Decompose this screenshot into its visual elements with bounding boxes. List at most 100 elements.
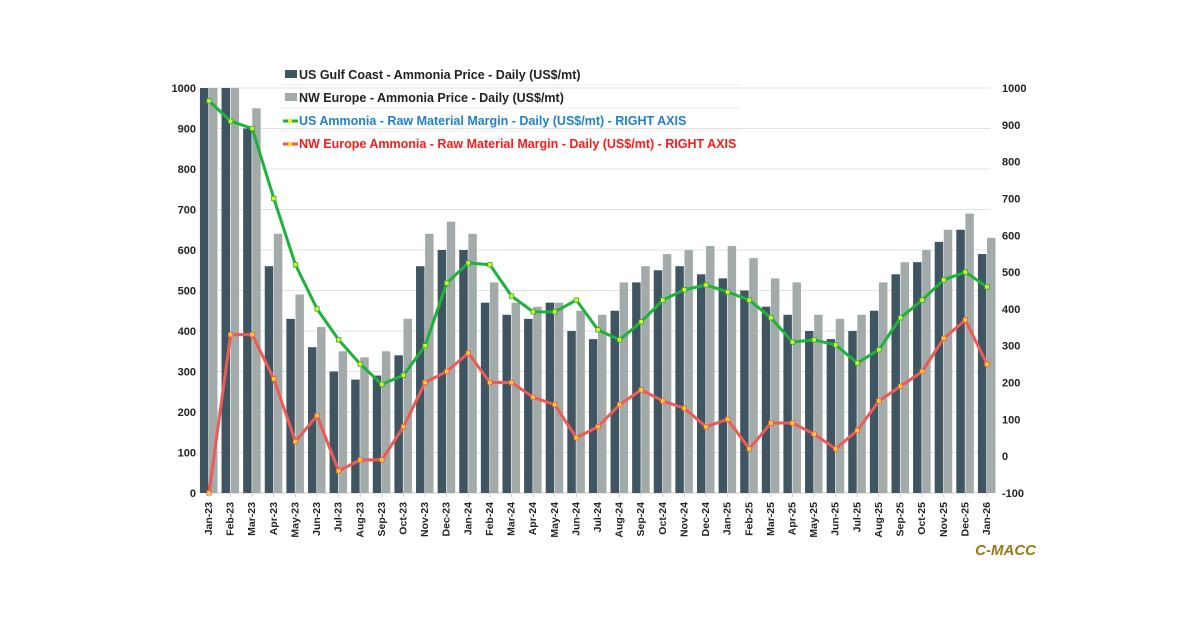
x-tick-label: Dec-24 — [700, 502, 712, 537]
us-gulf-price-bar — [632, 282, 641, 493]
us-gulf-price-bar — [545, 302, 555, 493]
nw-europe-price-bar — [770, 278, 780, 493]
nw-europe-margin-point — [681, 405, 688, 411]
us-margin-point — [703, 282, 709, 288]
x-tick-label: Dec-25 — [959, 502, 971, 537]
lines-layer — [206, 98, 990, 496]
nw-europe-price-bar — [381, 351, 391, 493]
nw-europe-price-bar — [749, 258, 758, 493]
right-tick-label: 700 — [1002, 193, 1020, 205]
nw-europe-price-bar — [273, 233, 283, 494]
nw-europe-price-bar — [857, 314, 866, 493]
left-tick-label: 800 — [178, 164, 196, 176]
nw-europe-margin-point — [530, 394, 536, 400]
x-tick-label: Jun-24 — [570, 502, 582, 536]
nw-europe-margin-point — [271, 376, 277, 382]
us-margin-point — [768, 315, 774, 321]
x-tick-label: Nov-23 — [419, 502, 431, 537]
legend-label: NW Europe Ammonia - Raw Material Margin … — [299, 137, 736, 151]
nw-europe-price-bar — [252, 108, 261, 493]
us-gulf-price-bar — [610, 310, 620, 493]
us-margin-point — [444, 280, 450, 286]
right-tick-label: 400 — [1002, 304, 1020, 316]
left-tick-label: 300 — [178, 367, 196, 379]
nw-europe-margin-point — [336, 468, 342, 474]
right-tick-label: 0 — [1002, 451, 1008, 463]
us-margin-point — [897, 315, 904, 321]
nw-europe-margin-point — [465, 350, 471, 356]
us-margin-point — [595, 327, 601, 333]
left-tick-label: 400 — [178, 326, 196, 338]
x-tick-label: Sep-24 — [635, 502, 647, 537]
nw-europe-margin-point — [725, 416, 731, 422]
nw-europe-margin-point — [228, 332, 234, 338]
nw-europe-margin-point — [508, 379, 515, 386]
us-gulf-price-bar — [977, 254, 987, 493]
nw-europe-price-bar — [727, 245, 737, 493]
nw-europe-margin-point — [638, 387, 644, 393]
nw-europe-margin-point — [595, 424, 601, 430]
nw-europe-margin-point — [984, 361, 990, 367]
nw-europe-price-bar — [338, 351, 348, 493]
x-tick-label: Nov-24 — [678, 502, 690, 537]
us-margin-point — [292, 262, 299, 268]
us-gulf-price-bar — [718, 278, 728, 493]
left-tick-label: 100 — [178, 448, 196, 460]
legend-label: US Ammonia - Raw Material Margin - Daily… — [299, 114, 686, 128]
us-gulf-price-bar — [243, 128, 252, 493]
nw-europe-margin-point — [962, 317, 968, 323]
x-tick-label: Jan-24 — [462, 502, 474, 535]
us-margin-point — [357, 361, 363, 367]
us-margin-point — [487, 262, 493, 268]
us-margin-point — [811, 337, 817, 343]
nw-europe-margin-point — [617, 402, 623, 408]
us-gulf-price-bar — [761, 306, 771, 493]
left-tick-label: 0 — [190, 488, 196, 500]
x-tick-label: Sep-23 — [376, 502, 388, 537]
us-gulf-price-bar — [480, 302, 490, 493]
nw-europe-price-bar — [835, 318, 845, 493]
nw-europe-price-bar — [641, 266, 650, 493]
legend-swatch — [285, 93, 297, 101]
nw-europe-margin-point — [379, 457, 385, 463]
nw-europe-price-bar — [922, 250, 931, 493]
us-margin-point — [919, 297, 925, 303]
right-tick-label: 100 — [1002, 414, 1020, 426]
nw-europe-price-bar — [230, 88, 240, 493]
x-tick-label: Feb-24 — [484, 502, 496, 536]
nw-europe-price-bar — [814, 314, 823, 493]
nw-europe-margin-point — [919, 368, 925, 375]
x-tick-label: May-25 — [808, 502, 820, 538]
us-gulf-price-bar — [783, 314, 792, 493]
x-tick-label: Oct-25 — [916, 502, 928, 535]
x-tick-label: Mar-24 — [506, 502, 518, 536]
us-gulf-price-bar — [524, 318, 533, 493]
right-tick-label: -100 — [1002, 488, 1024, 500]
us-margin-point — [336, 337, 342, 343]
right-tick-label: 800 — [1002, 157, 1020, 169]
x-tick-label: Mar-25 — [765, 502, 777, 536]
us-gulf-price-bar — [264, 266, 274, 493]
x-tick-label: Dec-23 — [441, 502, 453, 537]
nw-europe-price-bar — [209, 88, 218, 493]
us-margin-point — [206, 98, 212, 104]
nw-europe-price-bar — [489, 282, 499, 493]
nw-europe-margin-point — [573, 435, 579, 441]
nw-europe-price-bar — [403, 318, 412, 493]
nw-europe-margin-point — [897, 383, 904, 389]
nw-europe-price-bar — [878, 282, 888, 493]
us-gulf-price-bar — [437, 250, 447, 493]
x-tick-label: Jun-23 — [311, 502, 323, 536]
us-gulf-price-bar — [740, 290, 749, 493]
us-margin-point — [660, 297, 666, 303]
us-margin-point — [941, 277, 947, 283]
legend-marker-swatch — [288, 142, 292, 146]
nw-europe-margin-point — [789, 420, 796, 426]
us-gulf-price-bar — [394, 355, 403, 493]
us-margin-point — [271, 195, 277, 202]
us-gulf-price-bar — [675, 266, 684, 493]
legend-swatch — [285, 70, 297, 78]
left-tick-label: 900 — [178, 124, 196, 136]
nw-europe-price-bar — [943, 229, 953, 493]
legend: US Gulf Coast - Ammonia Price - Daily (U… — [280, 68, 740, 151]
